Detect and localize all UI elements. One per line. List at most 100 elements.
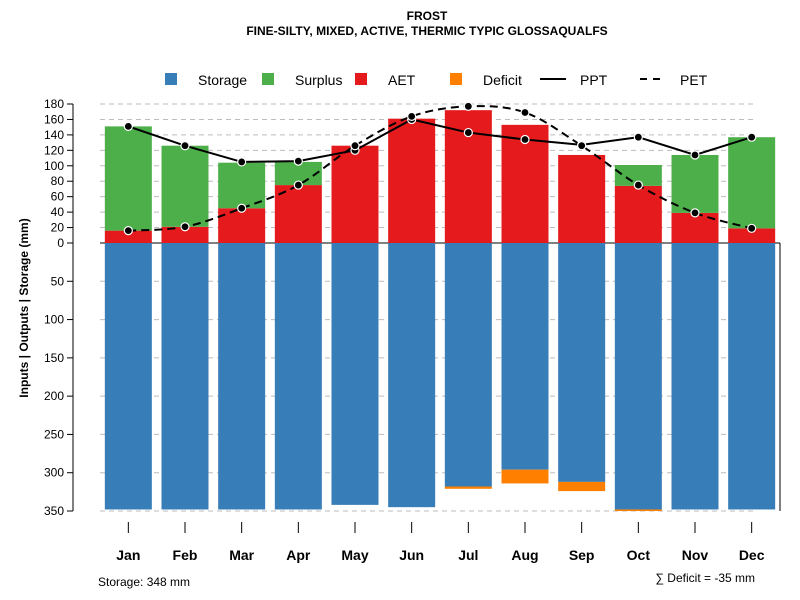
pet-point bbox=[690, 208, 700, 218]
legend-swatch-storage bbox=[165, 73, 177, 85]
aet-bar bbox=[104, 230, 152, 243]
surplus-bar bbox=[728, 137, 776, 229]
y-tick-label: 80 bbox=[51, 174, 65, 188]
deficit-bar bbox=[614, 509, 662, 511]
storage-bar bbox=[218, 243, 266, 510]
x-tick-label: Feb bbox=[173, 547, 198, 563]
pet-point bbox=[350, 141, 360, 151]
pet-point bbox=[577, 141, 587, 151]
storage-bar bbox=[558, 243, 606, 482]
aet-bar bbox=[274, 185, 322, 243]
pet-point bbox=[180, 222, 190, 232]
legend-swatch-surplus bbox=[262, 73, 274, 85]
storage-bar bbox=[274, 243, 322, 510]
y-tick-label: 0 bbox=[57, 236, 64, 250]
y-tick-label: 60 bbox=[51, 190, 65, 204]
y-tick-label: 40 bbox=[51, 205, 65, 219]
y-tick-label: 100 bbox=[44, 159, 64, 173]
y-tick-label: 250 bbox=[44, 427, 64, 441]
x-tick-label: Apr bbox=[286, 547, 311, 563]
surplus-bar bbox=[161, 145, 209, 227]
ppt-point bbox=[463, 127, 473, 138]
ppt-point bbox=[180, 141, 190, 151]
y-tick-label: 150 bbox=[44, 351, 64, 365]
pet-point bbox=[463, 101, 473, 111]
legend-swatch-deficit bbox=[450, 73, 462, 85]
surplus-bar bbox=[104, 126, 152, 231]
surplus-bar bbox=[614, 165, 662, 186]
pet-point bbox=[747, 223, 757, 233]
aet-bar bbox=[218, 208, 266, 243]
y-tick-label: 100 bbox=[44, 313, 64, 327]
lines bbox=[123, 101, 757, 236]
aet-bar bbox=[161, 226, 209, 243]
x-tick-label: Mar bbox=[229, 547, 254, 563]
ppt-point bbox=[747, 132, 757, 142]
y-tick-label: 20 bbox=[51, 221, 65, 235]
deficit-bar bbox=[501, 469, 549, 484]
x-tick-label: Jun bbox=[399, 547, 424, 563]
legend: Storage Surplus AET Deficit PPT PET bbox=[165, 72, 708, 88]
y-axis-label: Inputs | Outputs | Storage (mm) bbox=[17, 218, 31, 397]
deficit-bar bbox=[444, 486, 492, 489]
storage-bar bbox=[614, 243, 662, 510]
storage-bar bbox=[161, 243, 209, 510]
deficit-bar bbox=[558, 481, 606, 492]
legend-label-storage: Storage bbox=[198, 72, 247, 88]
chart-subtitle: FINE-SILTY, MIXED, ACTIVE, THERMIC TYPIC… bbox=[246, 24, 607, 38]
chart-title: FROST bbox=[407, 9, 448, 23]
legend-label-ppt: PPT bbox=[580, 72, 608, 88]
storage-bar bbox=[331, 243, 379, 505]
x-tick-label: Sep bbox=[569, 547, 595, 563]
storage-bar bbox=[671, 243, 719, 510]
legend-label-pet: PET bbox=[680, 72, 708, 88]
pet-point bbox=[633, 180, 643, 190]
x-tick-label: May bbox=[341, 547, 368, 563]
pet-point bbox=[520, 107, 530, 118]
storage-bar bbox=[501, 243, 549, 470]
storage-bar bbox=[728, 243, 776, 510]
bars bbox=[104, 110, 776, 511]
pet-point bbox=[123, 226, 133, 236]
pet-point bbox=[237, 203, 247, 213]
axes: 1801601401201008060402005010015020025030… bbox=[44, 97, 781, 563]
surplus-bar bbox=[274, 161, 322, 186]
y-tick-label: 180 bbox=[44, 97, 64, 111]
ppt-line bbox=[128, 118, 752, 163]
pet-point bbox=[293, 180, 303, 190]
y-tick-label: 50 bbox=[51, 274, 65, 288]
aet-bar bbox=[728, 228, 776, 243]
deficit-note: ∑ Deficit = -35 mm bbox=[655, 571, 755, 585]
ppt-point bbox=[237, 157, 247, 167]
ppt-point bbox=[633, 132, 643, 142]
pet-point bbox=[407, 111, 417, 121]
y-tick-label: 200 bbox=[44, 389, 64, 403]
y-tick-label: 140 bbox=[44, 128, 64, 142]
ppt-point bbox=[123, 121, 133, 131]
aet-bar bbox=[331, 145, 379, 243]
y-tick-label: 160 bbox=[44, 112, 64, 126]
ppt-point bbox=[690, 150, 700, 160]
legend-swatch-aet bbox=[355, 73, 367, 85]
ppt-point bbox=[293, 156, 303, 166]
y-tick-label: 350 bbox=[44, 504, 64, 518]
legend-label-surplus: Surplus bbox=[295, 72, 342, 88]
x-tick-label: Dec bbox=[739, 547, 765, 563]
x-tick-label: Nov bbox=[682, 547, 709, 563]
x-tick-label: Jul bbox=[458, 547, 478, 563]
aet-bar bbox=[388, 118, 436, 243]
x-tick-label: Jan bbox=[116, 547, 140, 563]
storage-bar bbox=[388, 243, 436, 508]
aet-bar bbox=[501, 124, 549, 243]
storage-bar bbox=[104, 243, 152, 510]
aet-bar bbox=[558, 154, 606, 243]
legend-label-aet: AET bbox=[388, 72, 416, 88]
storage-bar bbox=[444, 243, 492, 487]
surplus-bar bbox=[671, 154, 719, 213]
y-tick-label: 300 bbox=[44, 466, 64, 480]
legend-label-deficit: Deficit bbox=[483, 72, 522, 88]
y-tick-label: 120 bbox=[44, 143, 64, 157]
surplus-bar bbox=[218, 162, 266, 209]
storage-note: Storage: 348 mm bbox=[98, 575, 190, 589]
